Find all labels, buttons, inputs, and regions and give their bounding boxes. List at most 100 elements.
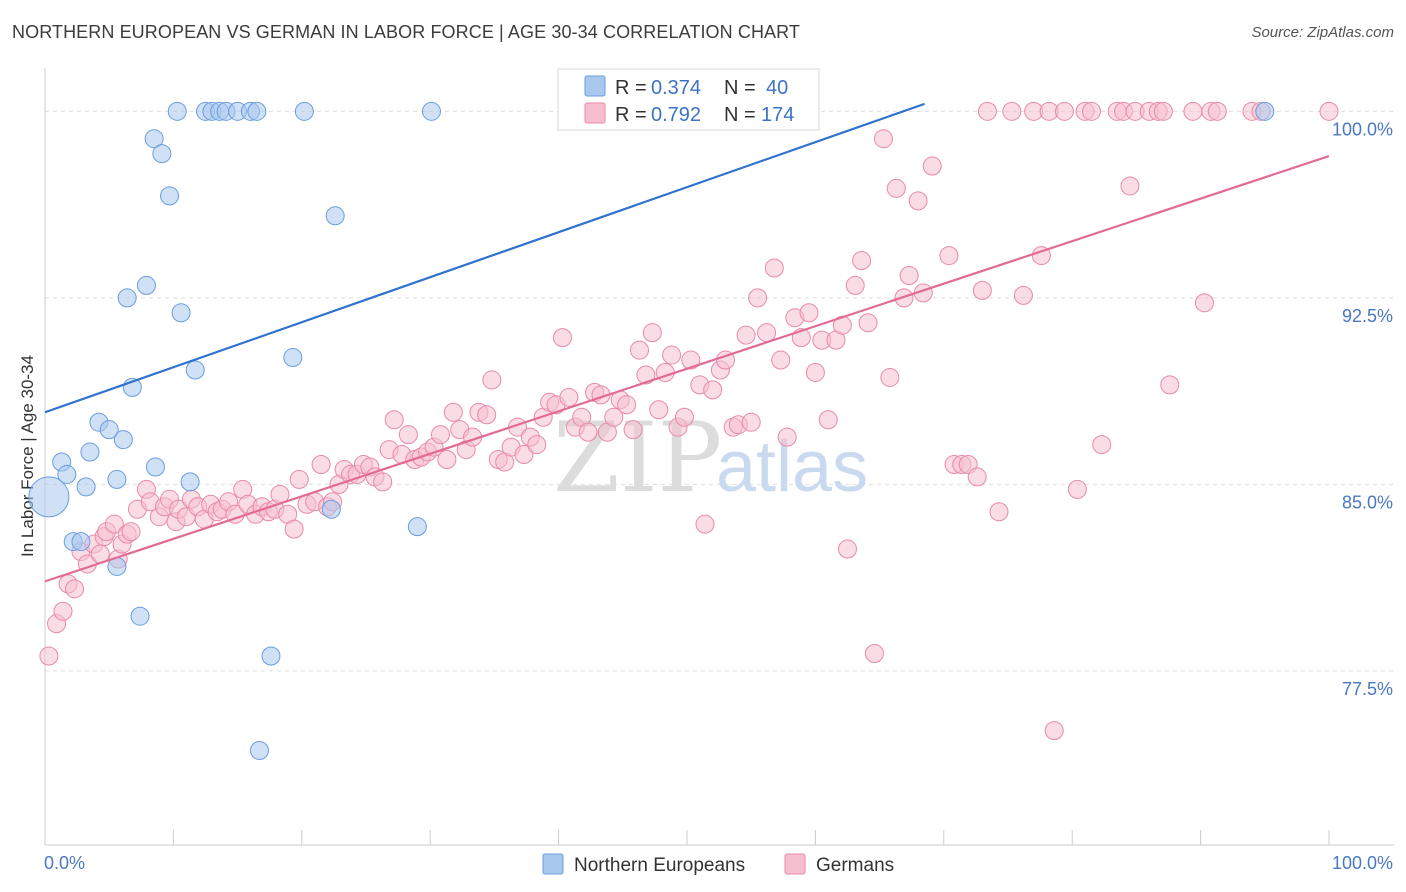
bottom-legend: Northern Europeans Germans xyxy=(542,853,894,876)
german-point xyxy=(1031,246,1051,266)
german-point xyxy=(53,601,73,621)
trend-lines xyxy=(44,102,1330,583)
legend-n-value-1: 40 xyxy=(766,77,788,99)
german-point xyxy=(65,579,85,599)
northern-european-point xyxy=(144,129,164,149)
german-point xyxy=(899,265,919,285)
german-point xyxy=(623,420,643,440)
bottom-legend-germans: Germans xyxy=(816,855,894,876)
german-point xyxy=(649,400,669,420)
german-point xyxy=(514,445,534,465)
german-point xyxy=(1160,375,1180,395)
northern-european-point xyxy=(249,740,269,760)
german-point xyxy=(482,370,502,390)
legend-n-label-1: N = xyxy=(724,77,756,99)
northern-european-point xyxy=(130,606,150,626)
german-point xyxy=(880,367,900,387)
y-tick-label: 85.0% xyxy=(1342,492,1393,512)
german-point xyxy=(1044,721,1064,741)
chart-title: NORTHERN EUROPEAN VS GERMAN IN LABOR FOR… xyxy=(12,22,801,42)
german-point xyxy=(736,325,756,345)
y-tick-labels: 77.5% 85.0% 92.5% 100.0% xyxy=(1332,119,1393,699)
northern-european-point xyxy=(152,144,172,164)
northern-european-point xyxy=(113,430,133,450)
northern-european-point xyxy=(283,348,303,368)
northern-european-point xyxy=(247,101,267,121)
bottom-legend-swatch-germans xyxy=(784,853,806,875)
german-point xyxy=(443,402,463,422)
legend-n-value-2: 174 xyxy=(761,104,794,126)
northern-european-point xyxy=(28,476,70,518)
german-point xyxy=(636,365,656,385)
german-point xyxy=(741,412,761,432)
german-point xyxy=(703,380,723,400)
german-point xyxy=(642,323,662,343)
german-point xyxy=(1120,176,1140,196)
y-tick-label: 100.0% xyxy=(1332,119,1393,139)
northern-european-point xyxy=(160,186,180,206)
german-point xyxy=(818,410,838,430)
northern-european-point xyxy=(117,288,137,308)
northern-european-point xyxy=(145,457,165,477)
german-point xyxy=(1194,293,1214,313)
germans-trend-line xyxy=(44,155,1330,583)
german-point xyxy=(1002,101,1022,121)
german-point xyxy=(674,407,694,427)
northern-european-point xyxy=(1255,101,1275,121)
northern-european-point xyxy=(421,101,441,121)
legend-swatch-blue xyxy=(584,75,606,97)
german-point xyxy=(967,467,987,487)
german-point xyxy=(437,450,457,470)
northern-european-point xyxy=(71,532,91,552)
german-point xyxy=(1092,435,1112,455)
german-point xyxy=(908,191,928,211)
northern-european-point xyxy=(136,275,156,295)
german-point xyxy=(777,427,797,447)
y-tick-label: 77.5% xyxy=(1342,679,1393,699)
source-label: Source: ZipAtlas.com xyxy=(1251,24,1394,41)
german-point xyxy=(1319,101,1339,121)
northern-european-point xyxy=(261,646,281,666)
german-point xyxy=(873,129,893,149)
northern-european-point xyxy=(80,442,100,462)
german-point xyxy=(384,410,404,430)
german-point xyxy=(852,251,872,271)
legend-n-label-2: N = xyxy=(724,104,756,126)
german-point xyxy=(662,345,682,365)
german-point xyxy=(104,514,124,534)
german-point xyxy=(430,425,450,445)
german-point xyxy=(1054,101,1074,121)
german-point xyxy=(748,288,768,308)
legend-r-label-1: R = xyxy=(615,77,647,99)
german-point xyxy=(552,328,572,348)
northern-european-point xyxy=(57,464,77,484)
german-point xyxy=(864,644,884,663)
northern-european-point xyxy=(407,517,427,537)
german-point xyxy=(225,504,245,524)
x-ticks xyxy=(44,830,1330,845)
german-point xyxy=(972,280,992,300)
bottom-legend-swatch-northern-europeans xyxy=(542,853,564,875)
german-point xyxy=(1207,101,1227,121)
german-point xyxy=(617,395,637,415)
german-point xyxy=(311,454,331,474)
german-point xyxy=(681,350,701,370)
german-point xyxy=(764,258,784,278)
german-point xyxy=(578,422,598,442)
german-point xyxy=(922,156,942,176)
german-point xyxy=(805,362,825,382)
german-point xyxy=(477,405,497,425)
legend-r-value-2: 0.792 xyxy=(651,104,701,126)
x-tick-label-max: 100.0% xyxy=(1332,853,1393,873)
y-tick-label: 92.5% xyxy=(1342,306,1393,326)
german-point xyxy=(1013,285,1033,305)
y-axis-label: In Labor Force | Age 30-34 xyxy=(18,355,37,557)
german-point xyxy=(373,472,393,492)
german-point xyxy=(604,407,624,427)
northern-european-point xyxy=(325,206,345,226)
german-point xyxy=(1067,479,1087,499)
x-tick-label-min: 0.0% xyxy=(44,853,85,873)
german-point xyxy=(858,313,878,333)
german-point xyxy=(757,323,777,343)
